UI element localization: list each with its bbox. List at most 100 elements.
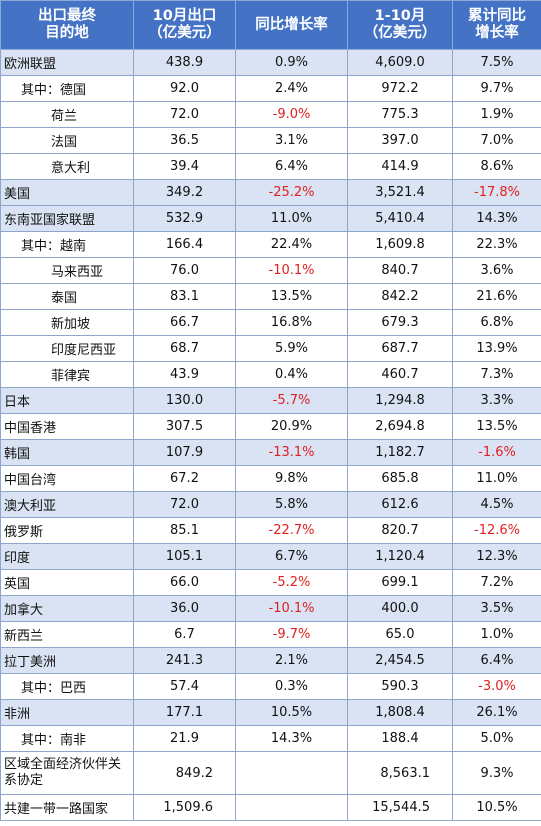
ytd-export-cell: 414.9 — [347, 153, 453, 180]
october-export-cell: 21.9 — [133, 725, 236, 752]
ytd-export-cell: 400.0 — [347, 595, 453, 622]
ytd-export-cell: 4,609.0 — [347, 49, 453, 76]
ytd-export-cell: 5,410.4 — [347, 205, 453, 232]
table-row: 印度尼西亚 68.7 5.9% 687.7 13.9% — [0, 335, 541, 362]
yoy-growth-cell: -25.2% — [235, 179, 348, 206]
destination-cell: 区域全面经济伙伴关系协定 — [0, 751, 134, 795]
october-export-cell: 85.1 — [133, 517, 236, 544]
header-cumulative-growth-line2: 增长率 — [475, 25, 519, 41]
ytd-export-cell: 1,808.4 — [347, 699, 453, 726]
destination-cell: 其中：南非 — [0, 725, 134, 752]
destination-cell: 中国台湾 — [0, 465, 134, 492]
yoy-growth-cell — [235, 794, 348, 821]
ytd-export-cell: 1,294.8 — [347, 387, 453, 414]
yoy-growth-cell: -9.7% — [235, 621, 348, 648]
table-row: 韩国 107.9 -13.1% 1,182.7 -1.6% — [0, 439, 541, 466]
destination-cell: 新西兰 — [0, 621, 134, 648]
table-row: 菲律宾 43.9 0.4% 460.7 7.3% — [0, 361, 541, 388]
yoy-growth-cell: -10.1% — [235, 257, 348, 284]
ytd-export-cell: 840.7 — [347, 257, 453, 284]
destination-cell: 法国 — [0, 127, 134, 154]
header-cumulative-growth-line1: 累计同比 — [468, 8, 526, 24]
table-row: 其中：巴西 57.4 0.3% 590.3 -3.0% — [0, 673, 541, 700]
cumulative-growth-cell: 14.3% — [452, 205, 541, 232]
cumulative-growth-cell: -3.0% — [452, 673, 541, 700]
ytd-export-cell: 2,454.5 — [347, 647, 453, 674]
cumulative-growth-cell: -1.6% — [452, 439, 541, 466]
table-row: 拉丁美洲 241.3 2.1% 2,454.5 6.4% — [0, 647, 541, 674]
cumulative-growth-cell: 13.5% — [452, 413, 541, 440]
table-row: 澳大利亚 72.0 5.8% 612.6 4.5% — [0, 491, 541, 518]
yoy-growth-cell: 22.4% — [235, 231, 348, 258]
ytd-export-cell: 8,563.1 — [347, 751, 453, 795]
october-export-cell: 6.7 — [133, 621, 236, 648]
destination-cell: 日本 — [0, 387, 134, 414]
table-row: 东南亚国家联盟 532.9 11.0% 5,410.4 14.3% — [0, 205, 541, 232]
destination-cell: 加拿大 — [0, 595, 134, 622]
destination-cell: 中国香港 — [0, 413, 134, 440]
ytd-export-cell: 188.4 — [347, 725, 453, 752]
yoy-growth-cell: 3.1% — [235, 127, 348, 154]
cumulative-growth-cell: 7.0% — [452, 127, 541, 154]
table-row: 荷兰 72.0 -9.0% 775.3 1.9% — [0, 101, 541, 128]
header-destination-line2: 目的地 — [45, 25, 89, 41]
header-yoy-growth-line1: 同比增长率 — [255, 16, 328, 33]
cumulative-growth-cell: 3.6% — [452, 257, 541, 284]
october-export-cell: 67.2 — [133, 465, 236, 492]
destination-cell: 拉丁美洲 — [0, 647, 134, 674]
cumulative-growth-cell: 8.6% — [452, 153, 541, 180]
yoy-growth-cell: 6.7% — [235, 543, 348, 570]
ytd-export-cell: 775.3 — [347, 101, 453, 128]
october-export-cell: 72.0 — [133, 101, 236, 128]
ytd-export-cell: 1,609.8 — [347, 231, 453, 258]
october-export-cell: 349.2 — [133, 179, 236, 206]
table-row: 意大利 39.4 6.4% 414.9 8.6% — [0, 153, 541, 180]
table-row: 中国香港 307.5 20.9% 2,694.8 13.5% — [0, 413, 541, 440]
october-export-cell: 166.4 — [133, 231, 236, 258]
ytd-export-cell: 679.3 — [347, 309, 453, 336]
october-export-cell: 72.0 — [133, 491, 236, 518]
destination-cell: 非洲 — [0, 699, 134, 726]
table-row: 共建一带一路国家 1,509.6 15,544.5 10.5% — [0, 794, 541, 821]
october-export-cell: 57.4 — [133, 673, 236, 700]
october-export-cell: 107.9 — [133, 439, 236, 466]
table-row: 法国 36.5 3.1% 397.0 7.0% — [0, 127, 541, 154]
header-october-export-line1: 10月出口 — [152, 8, 217, 24]
cumulative-growth-cell: 13.9% — [452, 335, 541, 362]
october-export-cell: 241.3 — [133, 647, 236, 674]
ytd-export-cell: 687.7 — [347, 335, 453, 362]
yoy-growth-cell: 6.4% — [235, 153, 348, 180]
ytd-export-cell: 842.2 — [347, 283, 453, 310]
ytd-export-cell: 699.1 — [347, 569, 453, 596]
cumulative-growth-cell: 3.3% — [452, 387, 541, 414]
yoy-growth-cell: 0.3% — [235, 673, 348, 700]
table-row: 新西兰 6.7 -9.7% 65.0 1.0% — [0, 621, 541, 648]
october-export-cell: 438.9 — [133, 49, 236, 76]
destination-cell: 美国 — [0, 179, 134, 206]
cumulative-growth-cell: 7.5% — [452, 49, 541, 76]
table-row: 新加坡 66.7 16.8% 679.3 6.8% — [0, 309, 541, 336]
october-export-cell: 68.7 — [133, 335, 236, 362]
table-row: 区域全面经济伙伴关系协定 849.2 8,563.1 9.3% — [0, 751, 541, 795]
cumulative-growth-cell: 22.3% — [452, 231, 541, 258]
yoy-growth-cell: 20.9% — [235, 413, 348, 440]
ytd-export-cell: 590.3 — [347, 673, 453, 700]
yoy-growth-cell: -22.7% — [235, 517, 348, 544]
destination-cell: 菲律宾 — [0, 361, 134, 388]
cumulative-growth-cell: 11.0% — [452, 465, 541, 492]
header-cumulative-growth: 累计同比 增长率 — [452, 0, 541, 50]
destination-cell: 东南亚国家联盟 — [0, 205, 134, 232]
header-ytd-export: 1-10月 （亿美元） — [347, 0, 453, 50]
destination-cell: 俄罗斯 — [0, 517, 134, 544]
header-ytd-export-line1: 1-10月 — [374, 8, 426, 24]
yoy-growth-cell: 5.8% — [235, 491, 348, 518]
ytd-export-cell: 972.2 — [347, 75, 453, 102]
yoy-growth-cell: 0.4% — [235, 361, 348, 388]
header-october-export-line2: （亿美元） — [148, 25, 221, 41]
october-export-cell: 130.0 — [133, 387, 236, 414]
destination-cell: 马来西亚 — [0, 257, 134, 284]
ytd-export-cell: 612.6 — [347, 491, 453, 518]
header-october-export: 10月出口 （亿美元） — [133, 0, 236, 50]
yoy-growth-cell: 13.5% — [235, 283, 348, 310]
destination-cell: 新加坡 — [0, 309, 134, 336]
